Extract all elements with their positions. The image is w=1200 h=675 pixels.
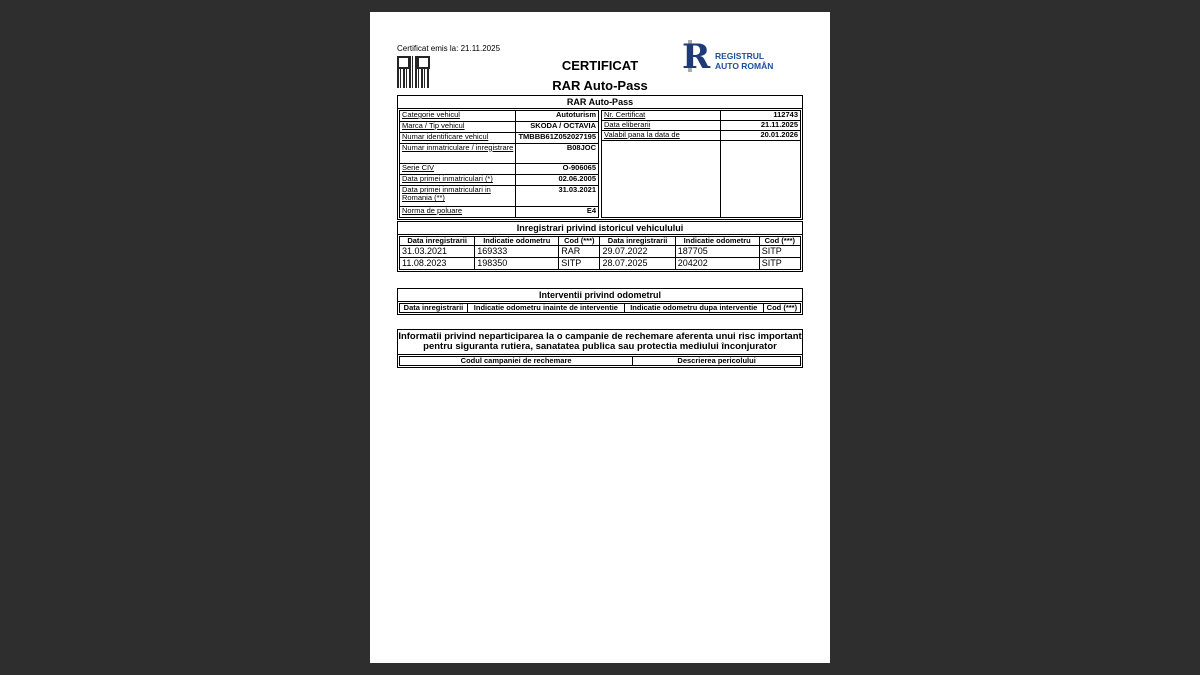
table-cell: SITP — [758, 257, 802, 270]
table-cell: 31.03.2021 — [398, 245, 476, 258]
field-value: 31.03.2021 — [515, 185, 599, 207]
field-label: Data primei inmatriculari (*) — [398, 174, 517, 187]
field-label: Categorie vehicul — [398, 110, 517, 122]
table-row: Numar inmatriculare / inregistrare B08JOC — [398, 142, 599, 165]
column-header: Codul campaniei de rechemare — [398, 356, 634, 366]
history-section: Inregistrari privind istoricul vehiculul… — [397, 221, 803, 272]
field-value: Autoturism — [515, 110, 599, 122]
field-label: Data primei inmatriculari in Romania (**… — [398, 185, 517, 207]
field-value: O-906065 — [515, 163, 599, 176]
recall-section: Informatii privind neparticiparea la o c… — [397, 329, 803, 368]
column-header: Cod (***) — [758, 236, 802, 246]
table-row: Categorie vehicul Autoturism — [398, 110, 599, 122]
table-cell: 198350 — [474, 257, 560, 270]
table-cell: SITP — [558, 257, 601, 270]
column-header: Indicatie odometru — [674, 236, 760, 246]
column-header: Indicatie odometru — [474, 236, 560, 246]
table-cell: 11.08.2023 — [398, 257, 476, 270]
field-value: SKODA / OCTAVIA — [515, 120, 599, 133]
column-header: Cod (***) — [558, 236, 601, 246]
history-table: Data inregistrarii Indicatie odometru Cod … — [398, 236, 802, 270]
field-label: Serie CIV — [398, 163, 517, 176]
table-row: Serie CIV O-906065 — [398, 163, 599, 176]
qr-code — [397, 56, 430, 88]
section-title: Inregistrari privind istoricul vehiculul… — [398, 222, 802, 235]
table-row: Norma de poluare E4 — [398, 206, 599, 218]
vehicle-details-table: Categorie vehicul Autoturism Marca / Tip v… — [398, 110, 599, 218]
table-row: Data primei inmatriculari (*) 02.06.2005 — [398, 174, 599, 187]
section-title: Informatii privind neparticiparea la o c… — [398, 330, 802, 355]
issued-date: Certificat emis la: 21.11.2025 — [397, 44, 501, 53]
field-value: TMBBB61Z052027195 — [515, 131, 599, 144]
table-row: Marca / Tip vehicul SKODA / OCTAVIA — [398, 120, 599, 133]
column-header: Data inregistrarii — [599, 236, 676, 246]
field-value: 20.01.2026 — [720, 130, 801, 141]
field-label: Data eliberarii — [600, 120, 722, 131]
table-cell: SITP — [758, 245, 802, 258]
field-label: Norma de poluare — [398, 206, 517, 218]
column-header: Data inregistrarii — [399, 303, 468, 313]
table-cell: 28.07.2025 — [599, 257, 676, 270]
page-subtitle: RAR Auto-Pass — [552, 78, 648, 93]
field-label: Nr. Certificat — [600, 110, 722, 121]
field-value: 02.06.2005 — [515, 174, 599, 187]
column-header: Cod (***) — [762, 303, 802, 313]
table-cell: RAR — [558, 245, 601, 258]
field-value: B08JOC — [515, 142, 599, 165]
table-row: Nr. Certificat 112743 — [600, 110, 801, 121]
table-row: 31.03.2021 169333 RAR 29.07.2022 187705 SITP — [398, 245, 802, 258]
column-header: Descrierea pericolului — [632, 356, 801, 366]
recall-table: Codul campaniei de rechemare Descrierea p… — [398, 356, 801, 366]
table-cell: 187705 — [674, 245, 760, 258]
table-row: Data primei inmatriculari in Romania (**… — [398, 185, 599, 207]
table-row: Data eliberarii 21.11.2025 — [600, 120, 801, 131]
field-value: 112743 — [720, 110, 801, 121]
field-label: Marca / Tip vehicul — [398, 120, 517, 133]
field-label: Numar identificare vehicul — [398, 131, 517, 144]
interventions-section: Interventii privind odometrul Data inreg… — [397, 288, 803, 315]
table-cell: 29.07.2022 — [599, 245, 676, 258]
certificate-page: Certificat emis la: 21.11.2025 CERTIFICA… — [370, 12, 830, 663]
page-title: CERTIFICAT — [561, 58, 639, 73]
vehicle-section: RAR Auto-Pass Categorie vehicul Autoturis… — [397, 95, 803, 220]
field-value: 21.11.2025 — [720, 120, 801, 131]
field-value: E4 — [515, 206, 599, 218]
field-label: Numar inmatriculare / inregistrare — [398, 142, 517, 165]
column-header: Data inregistrarii — [398, 236, 476, 246]
certificate-details-table: Nr. Certificat 112743 Data eliberarii 21.11… — [600, 110, 801, 218]
table-row: 11.08.2023 198350 SITP 28.07.2025 204202 SITP — [398, 257, 802, 270]
table-cell: 169333 — [474, 245, 560, 258]
section-title: RAR Auto-Pass — [398, 96, 802, 109]
rar-logo: R REGISTRUL AUTO ROMÂN — [682, 37, 774, 77]
section-title: Interventii privind odometrul — [398, 289, 802, 302]
table-cell: 204202 — [674, 257, 760, 270]
table-row: Valabil pana la data de 20.01.2026 — [600, 130, 801, 141]
interventions-table: Data inregistrarii Indicatie odometru ina… — [399, 303, 802, 313]
table-row: Numar identificare vehicul TMBBB61Z052027… — [398, 131, 599, 144]
field-label: Valabil pana la data de — [600, 130, 722, 141]
column-header: Indicatie odometru inainte de interventi… — [466, 303, 625, 313]
column-header: Indicatie odometru dupa interventie — [623, 303, 764, 313]
